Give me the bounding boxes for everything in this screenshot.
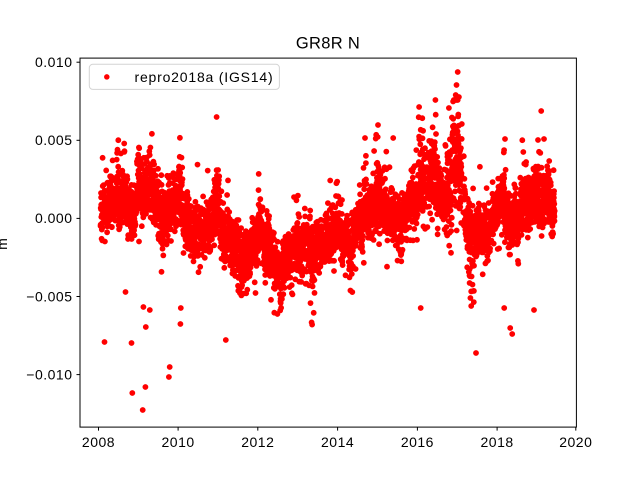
svg-text:2010: 2010	[162, 434, 195, 450]
svg-text:0.005: 0.005	[35, 132, 73, 148]
svg-text:2020: 2020	[559, 434, 592, 450]
svg-text:repro2018a (IGS14): repro2018a (IGS14)	[135, 69, 274, 85]
svg-text:0.000: 0.000	[35, 210, 73, 226]
svg-text:2012: 2012	[241, 434, 274, 450]
svg-text:2008: 2008	[82, 434, 115, 450]
svg-text:0.010: 0.010	[35, 54, 73, 70]
svg-text:GR8R N: GR8R N	[296, 35, 360, 53]
svg-text:2016: 2016	[401, 434, 434, 450]
svg-text:−0.010: −0.010	[26, 366, 72, 382]
svg-text:−0.005: −0.005	[26, 288, 72, 304]
svg-text:2014: 2014	[321, 434, 354, 450]
svg-text:2018: 2018	[481, 434, 514, 450]
svg-text:m: m	[0, 238, 10, 250]
